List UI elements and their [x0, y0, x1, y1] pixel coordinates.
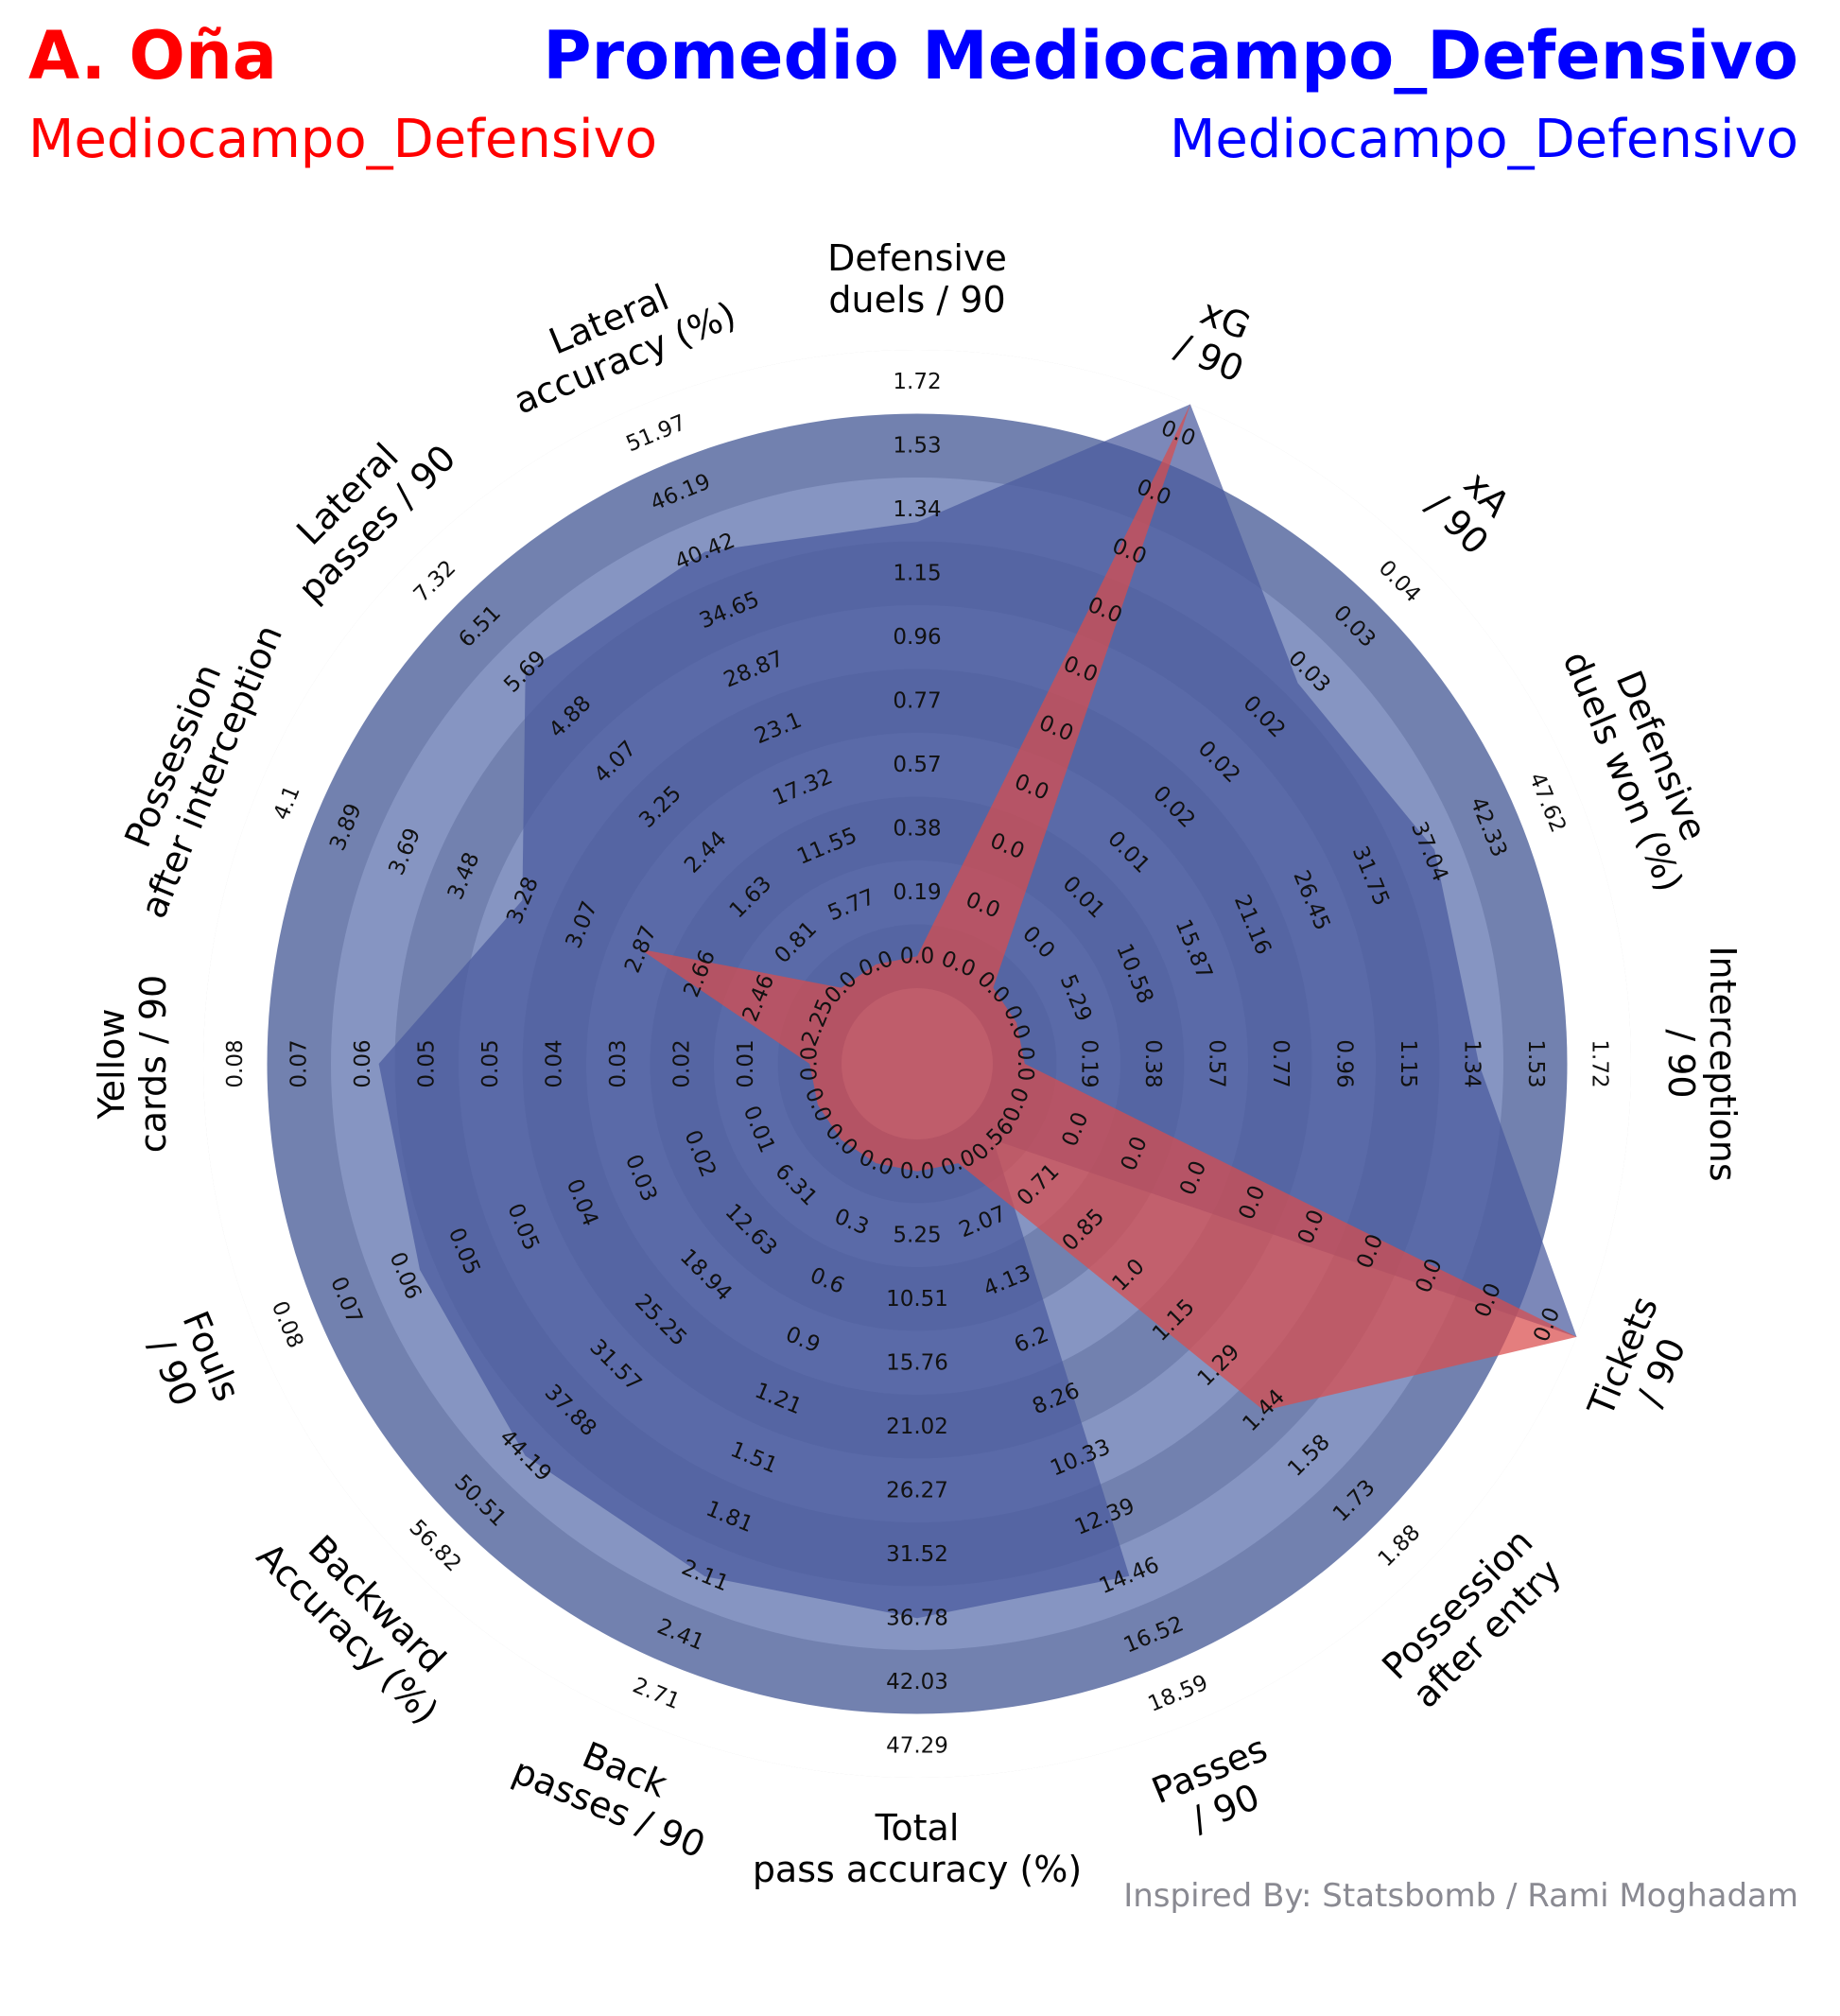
tick-label: 0.0 [797, 1047, 822, 1082]
tick-label: 1.15 [893, 561, 941, 585]
tick-label: 1.34 [1459, 1039, 1484, 1087]
tick-label: 36.78 [886, 1606, 948, 1630]
tick-label: 1.72 [893, 370, 941, 394]
tick-label: 0.0 [900, 1159, 935, 1184]
tick-label: 0.77 [1268, 1039, 1293, 1087]
tick-label: 0.38 [893, 816, 941, 841]
average-polygon-point [418, 1268, 422, 1272]
tick-label: 0.57 [893, 753, 941, 777]
player-polygon [639, 404, 1577, 1411]
player-polygon-point [1189, 403, 1192, 407]
tick-label: 42.03 [886, 1670, 948, 1694]
tick-label: 10.51 [886, 1287, 948, 1312]
parameter-label: Total pass accuracy (%) [753, 1807, 1082, 1890]
tick-label: 26.27 [886, 1478, 948, 1503]
tick-label: 0.77 [893, 688, 941, 713]
tick-label: 31.52 [886, 1542, 948, 1567]
tick-label: 0.06 [351, 1039, 375, 1087]
parameter-label: Passes/ 90 [1146, 1728, 1289, 1851]
tick-label: 0.02 [669, 1039, 694, 1087]
parameter-label: xA/ 90 [1418, 455, 1526, 563]
tick-label: 0.08 [223, 1039, 248, 1087]
parameter-label: Yellowcards / 90 [91, 975, 174, 1153]
parameter-label: Fouls/ 90 [136, 1305, 249, 1422]
parameter-label: xG/ 90 [1170, 287, 1265, 391]
player-polygon-point [1575, 1335, 1579, 1339]
tick-label: 0.38 [1140, 1039, 1165, 1087]
tick-label: 15.76 [886, 1350, 948, 1375]
tick-label: 0.05 [478, 1039, 503, 1087]
player-position: Mediocampo_Defensivo [28, 109, 657, 170]
tick-label: 1.53 [1523, 1039, 1548, 1087]
tick-label: 47.29 [886, 1733, 948, 1758]
tick-label: 0.0 [1013, 1047, 1037, 1082]
tick-label: 5.25 [893, 1223, 941, 1247]
player-name: A. Oña [28, 17, 278, 95]
tick-label: 0.96 [1331, 1039, 1356, 1087]
parameter-label: Tickets/ 90 [1579, 1291, 1704, 1439]
tick-label: 0.96 [893, 625, 941, 650]
tick-label: 1.34 [893, 497, 941, 522]
tick-label: 1.53 [893, 433, 941, 458]
parameter-label: Defensive duels / 90 [827, 237, 1007, 321]
tick-label: 1.15 [1396, 1039, 1420, 1087]
credit-text: Inspired By: Statsbomb / Rami Moghadam [1123, 1877, 1798, 1915]
tick-label: 21.02 [886, 1415, 948, 1439]
average-polygon-point [1296, 681, 1300, 685]
average-polygon-point [377, 1062, 381, 1066]
tick-label: 1.72 [1587, 1039, 1611, 1087]
tick-label: 0.07 [286, 1039, 311, 1087]
tick-label: 0.19 [1076, 1039, 1101, 1087]
tick-label: 0.19 [893, 880, 941, 905]
tick-label: 0.04 [542, 1039, 566, 1087]
tick-label: 0.05 [414, 1039, 439, 1087]
comparison-position: Mediocampo_Defensivo [1170, 109, 1798, 170]
parameter-label: Interceptions/ 90 [1660, 946, 1744, 1181]
comparison-name: Promedio Mediocampo_Defensivo [543, 17, 1798, 95]
tick-label: 0.57 [1204, 1039, 1228, 1087]
tick-label: 0.01 [734, 1039, 758, 1087]
tick-label: 0.03 [606, 1039, 631, 1087]
tick-label: 0.0 [900, 944, 935, 968]
